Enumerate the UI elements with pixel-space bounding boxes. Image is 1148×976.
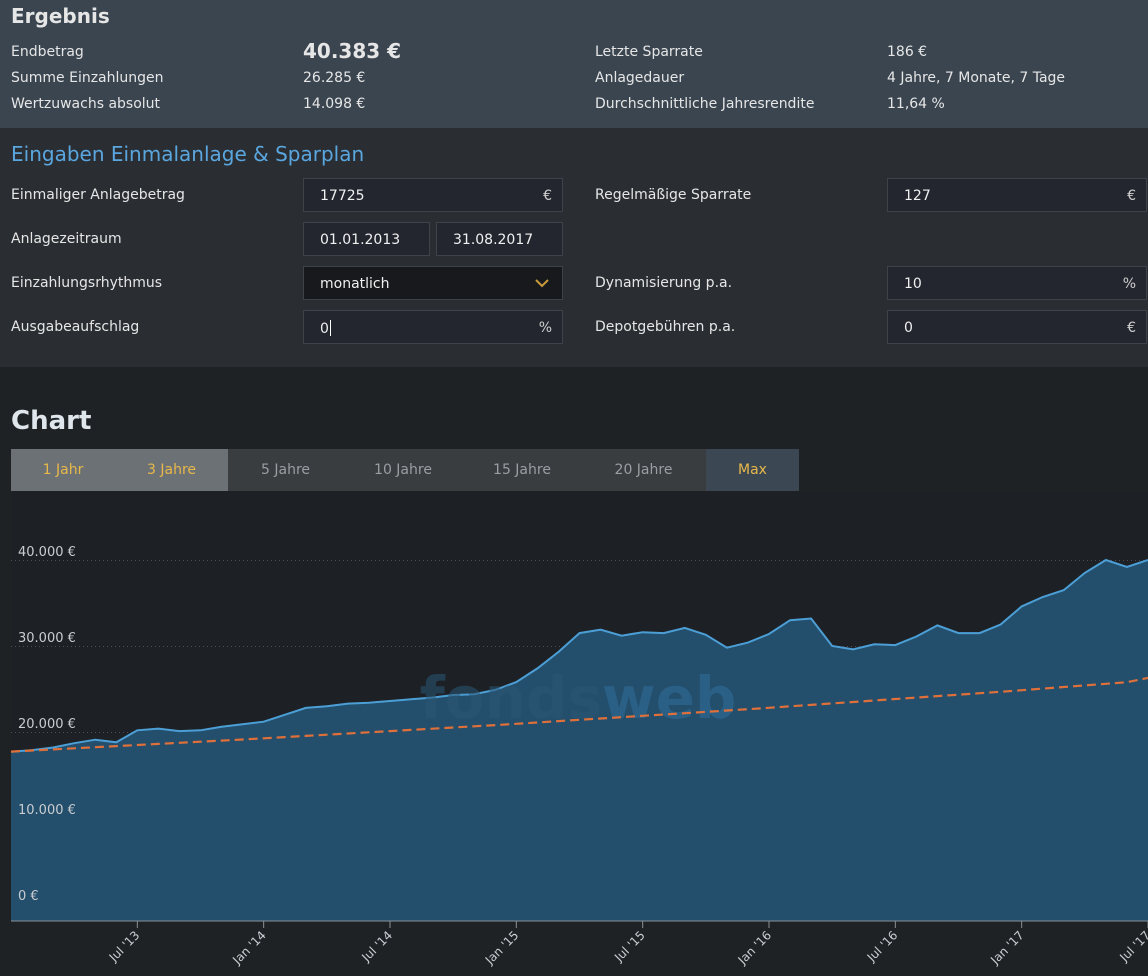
zeitraum-label: Anlagezeitraum [11,231,122,247]
x-tick-label: Jan '15 [482,928,522,968]
summe-einzahlungen-value: 26.285 € [303,70,366,86]
einmal-value: 17725 [320,188,365,204]
portfolio-value-line [10,558,1148,753]
endbetrag-label: Endbetrag [11,44,84,60]
depot-value: 0 [904,320,913,336]
inputs-title: Eingaben Einmalanlage & Sparplan [11,142,365,166]
sparrate-unit: € [1127,188,1136,204]
anlagedauer-value: 4 Jahre, 7 Monate, 7 Tage [887,70,1066,86]
chart-title: Chart [11,406,92,436]
rhythmus-label: Einzahlungsrhythmus [11,275,163,291]
x-tick-label: Jan '17 [987,928,1027,968]
deposits-line [10,676,1148,753]
x-tick-label: Jan '14 [229,928,269,968]
depot-input[interactable]: 0 € [887,310,1147,344]
x-axis-ticks: Jul '13 Jan '14 Jul '14 Jan '15 Jul '15 Jan '… [106,921,1148,968]
rhythmus-select[interactable]: monatlich [303,266,563,300]
wertzuwachs-value: 14.098 € [303,96,366,112]
x-tick-label: Jul '14 [358,928,395,965]
einmal-unit: € [543,188,552,204]
aufschlag-value: 0 [320,321,329,337]
y-axis-labels: 0 € 10.000 € 20.000 € 30.000 € 40.000 € [18,545,76,904]
letzte-sparrate-value: 186 € [887,44,928,60]
dynamik-unit: % [1122,276,1136,292]
jahresrendite-value: 11,64 % [887,96,945,112]
tab-10-jahre[interactable]: 10 Jahre [343,449,463,491]
tab-1-jahr[interactable]: 1 Jahr [11,449,115,491]
result-panel: Ergebnis Endbetrag 40.383 € Summe Einzah… [0,0,1148,128]
zeitraum-end-value: 31.08.2017 [453,232,534,248]
y-tick-label: 20.000 € [18,717,76,732]
portfolio-value-area [11,560,1148,921]
text-caret [329,320,331,336]
x-tick-label: Jul '16 [864,928,901,965]
x-tick-label: Jan '16 [735,928,775,968]
sparrate-label: Regelmäßige Sparrate [595,187,752,203]
dynamik-value: 10 [904,276,922,292]
letzte-sparrate-label: Letzte Sparrate [595,44,703,60]
x-tick-label: Jul '17 [1116,928,1148,965]
watermark-logo: fondsweb [420,664,737,732]
x-tick-label: Jul '13 [106,928,143,965]
sparrate-value: 127 [904,188,931,204]
y-tick-label: 0 € [18,889,39,904]
aufschlag-input[interactable]: 0 % [303,310,563,344]
chevron-down-icon [535,279,549,288]
tab-3-jahre[interactable]: 3 Jahre [115,449,228,491]
tab-15-jahre[interactable]: 15 Jahre [463,449,581,491]
einmal-input[interactable]: 17725 € [303,178,563,212]
dynamik-label: Dynamisierung p.a. [595,275,733,291]
tab-max[interactable]: Max [706,449,799,491]
sparrate-input[interactable]: 127 € [887,178,1147,212]
aufschlag-label: Ausgabeaufschlag [11,319,140,335]
endbetrag-value: 40.383 € [303,39,402,63]
zeitraum-end-input[interactable]: 31.08.2017 [436,222,563,256]
aufschlag-unit: % [538,320,552,336]
depot-unit: € [1127,320,1136,336]
summe-einzahlungen-label: Summe Einzahlungen [11,70,164,86]
depot-label: Depotgebühren p.a. [595,319,736,335]
zeitraum-start-input[interactable]: 01.01.2013 [303,222,430,256]
y-tick-label: 10.000 € [18,803,76,818]
result-title: Ergebnis [11,4,110,28]
zeitraum-start-value: 01.01.2013 [320,232,401,248]
rhythmus-value: monatlich [320,276,390,292]
einmal-label: Einmaliger Anlagebetrag [11,187,185,203]
jahresrendite-label: Durchschnittliche Jahresrendite [595,96,815,112]
anlagedauer-label: Anlagedauer [595,70,685,86]
tab-5-jahre[interactable]: 5 Jahre [228,449,343,491]
wertzuwachs-label: Wertzuwachs absolut [11,96,161,112]
tab-20-jahre[interactable]: 20 Jahre [581,449,706,491]
inputs-panel: Eingaben Einmalanlage & Sparplan Einmali… [0,128,1148,367]
x-tick-label: Jul '15 [611,928,648,965]
y-tick-label: 40.000 € [18,545,76,560]
dynamik-input[interactable]: 10 % [887,266,1147,300]
y-tick-label: 30.000 € [18,631,76,646]
